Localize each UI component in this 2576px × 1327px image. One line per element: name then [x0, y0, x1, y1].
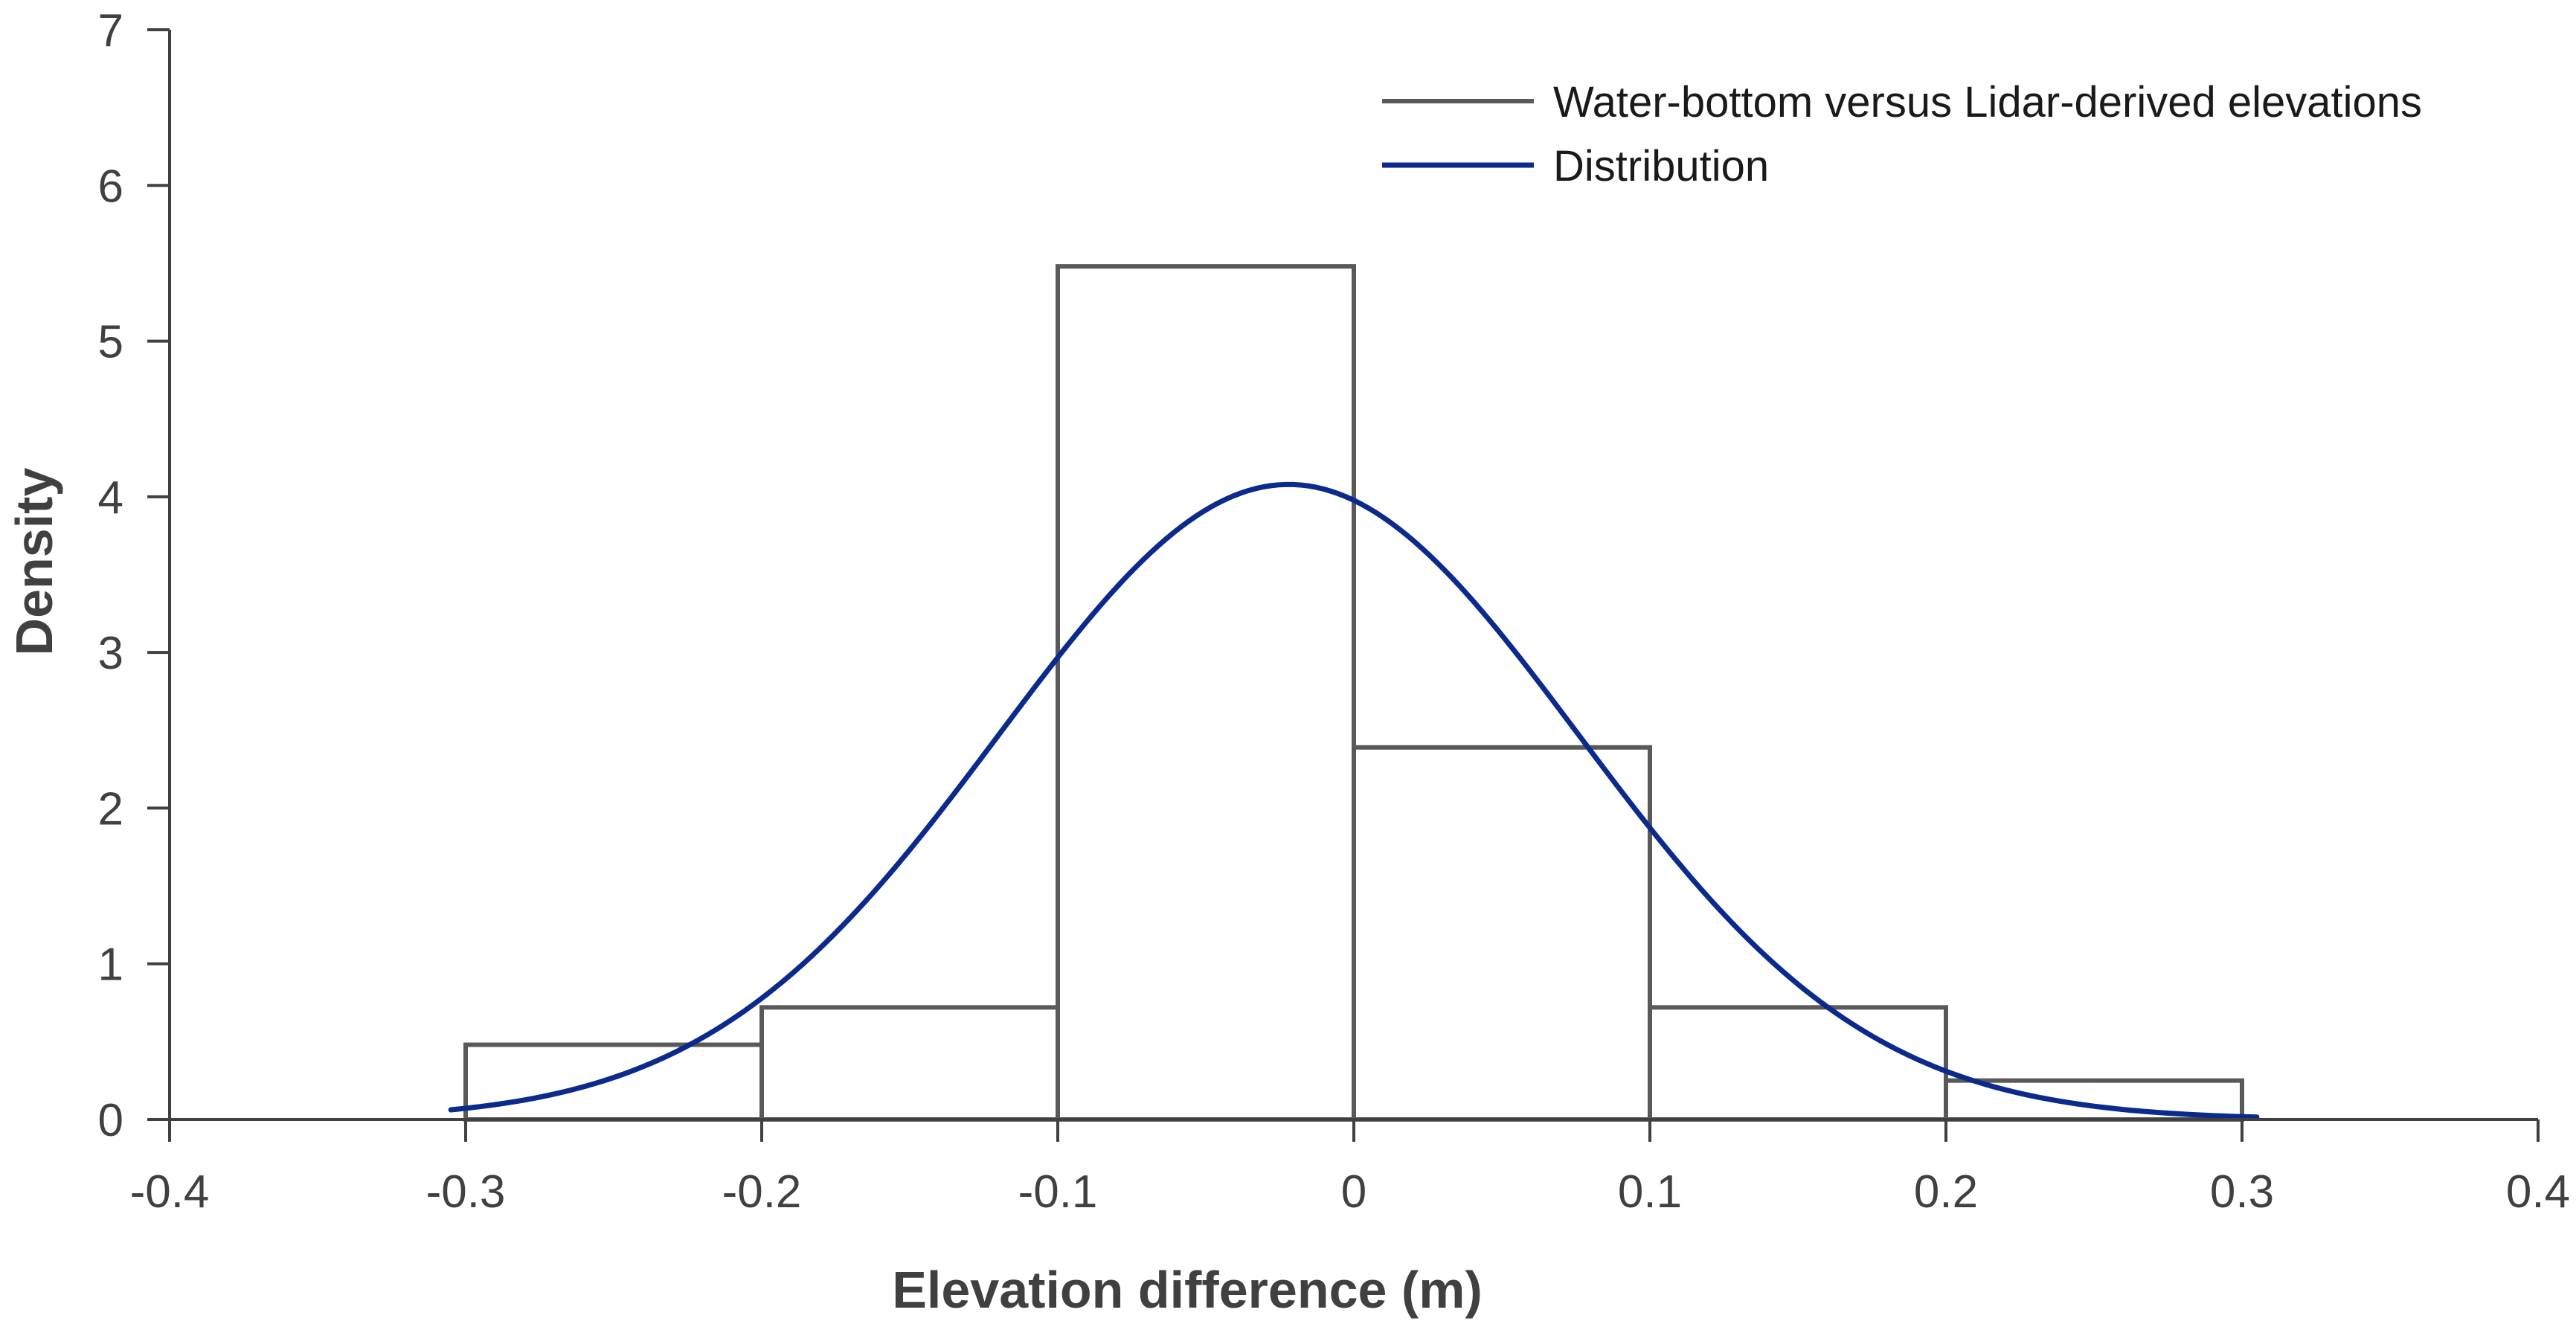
histogram-bar-1 — [759, 1005, 1060, 1122]
y-tick-label-3: 3 — [98, 628, 123, 679]
histogram-bar-0 — [463, 1042, 764, 1122]
distribution-curve — [448, 481, 2260, 1120]
legend: Water-bottom versus Lidar-derived elevat… — [1382, 78, 2422, 190]
y-tick-label-1: 1 — [98, 939, 123, 991]
x-tick-label-7: 0.3 — [2210, 1166, 2274, 1218]
histogram-bar-4 — [1648, 1005, 1948, 1122]
axes: 0 1 2 3 4 5 6 7 -0.4 -0.3 -0.2 -0.1 0 0.1 0.2 0.3 0.4 — [98, 5, 2571, 1218]
y-tick-label-2: 2 — [98, 783, 123, 835]
y-tick-label-5: 5 — [98, 317, 123, 368]
legend-label-distribution: Distribution — [1553, 142, 1769, 190]
x-tick-label-6: 0.2 — [1914, 1166, 1978, 1218]
x-tick-label-4: 0 — [1341, 1166, 1366, 1218]
x-tick-label-2: -0.2 — [722, 1166, 802, 1218]
histogram-bar-2 — [1056, 264, 1356, 1122]
x-tick-label-8: 0.4 — [2506, 1166, 2570, 1218]
x-tick-label-1: -0.3 — [426, 1166, 506, 1218]
x-axis-title: Elevation difference (m) — [892, 1261, 1483, 1319]
legend-label-histogram: Water-bottom versus Lidar-derived elevat… — [1553, 78, 2422, 126]
y-tick-label-6: 6 — [98, 161, 123, 212]
y-tick-label-0: 0 — [98, 1095, 123, 1146]
x-tick-label-0: -0.4 — [130, 1166, 210, 1218]
histogram-bar-3 — [1352, 745, 1652, 1122]
y-tick-label-7: 7 — [98, 5, 123, 57]
histogram-bars — [463, 264, 2244, 1122]
y-tick-label-4: 4 — [98, 472, 123, 524]
y-axis-title: Density — [5, 468, 63, 656]
x-tick-label-3: -0.1 — [1018, 1166, 1098, 1218]
x-tick-label-5: 0.1 — [1618, 1166, 1682, 1218]
distribution-curve-layer — [448, 481, 2260, 1120]
